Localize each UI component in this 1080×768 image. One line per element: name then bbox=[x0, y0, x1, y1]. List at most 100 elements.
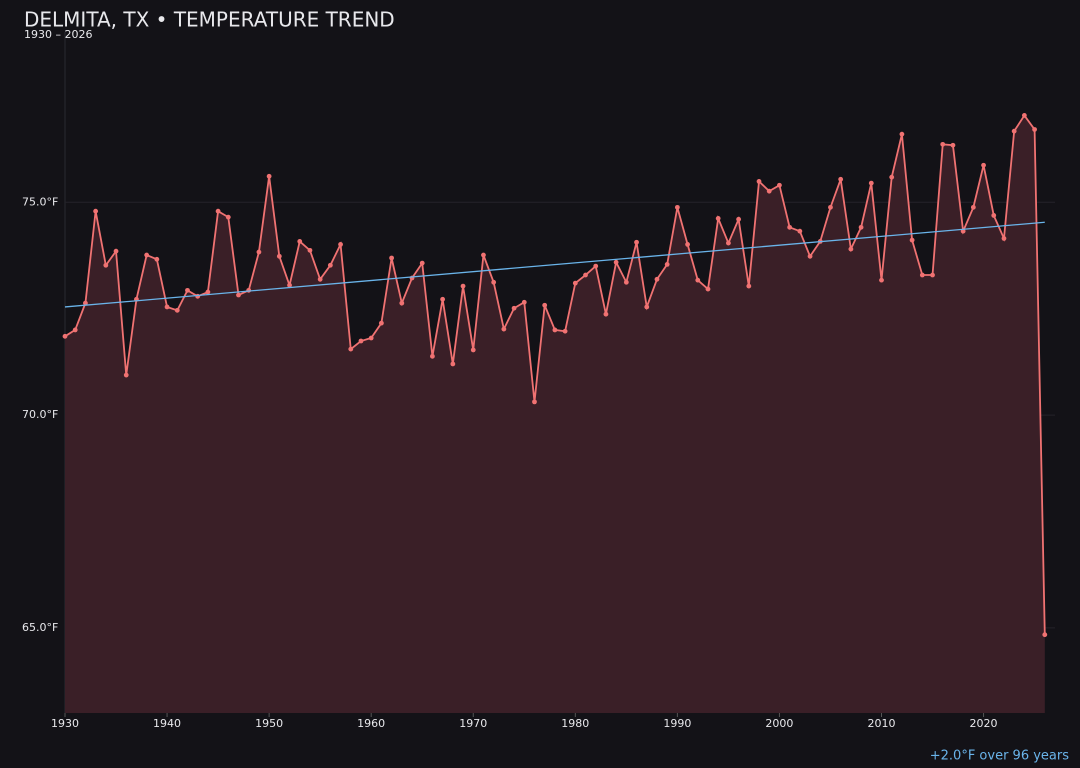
point bbox=[297, 239, 303, 244]
point bbox=[930, 272, 935, 278]
point bbox=[358, 338, 364, 344]
point bbox=[1021, 113, 1027, 118]
point bbox=[726, 240, 731, 246]
point bbox=[266, 173, 272, 179]
point bbox=[950, 142, 956, 148]
point bbox=[909, 237, 915, 243]
x-tick-label: 1960 bbox=[357, 717, 385, 730]
x-tick-label: 2010 bbox=[867, 717, 895, 730]
point bbox=[664, 261, 670, 267]
point bbox=[766, 188, 772, 194]
point bbox=[1042, 632, 1048, 638]
point bbox=[389, 255, 394, 261]
point bbox=[705, 286, 711, 292]
point bbox=[225, 214, 231, 220]
point bbox=[460, 283, 466, 289]
point bbox=[378, 320, 384, 326]
x-tick-label: 2020 bbox=[970, 717, 998, 730]
point bbox=[103, 262, 109, 268]
point bbox=[593, 263, 599, 269]
point bbox=[542, 302, 548, 308]
point bbox=[123, 372, 129, 378]
point bbox=[532, 399, 537, 405]
point bbox=[634, 239, 639, 245]
area bbox=[65, 115, 1045, 714]
point bbox=[919, 272, 925, 278]
point bbox=[317, 276, 323, 282]
point bbox=[603, 311, 609, 317]
point bbox=[62, 333, 68, 339]
x-tick-label: 2000 bbox=[765, 717, 793, 730]
point bbox=[879, 277, 884, 283]
point bbox=[174, 307, 180, 313]
point bbox=[521, 299, 527, 305]
chart-subtitle: 1930 – 2026 bbox=[24, 28, 92, 41]
point bbox=[470, 347, 476, 353]
point bbox=[72, 327, 78, 333]
point bbox=[940, 141, 946, 147]
point bbox=[1032, 127, 1037, 132]
trend-line bbox=[64, 221, 1045, 308]
x-tick-label: 1980 bbox=[561, 717, 589, 730]
point bbox=[746, 283, 752, 289]
point bbox=[858, 224, 864, 230]
point bbox=[572, 280, 578, 286]
point bbox=[287, 282, 292, 288]
point bbox=[991, 213, 997, 218]
point bbox=[1001, 236, 1007, 241]
x-tick-label: 1940 bbox=[153, 717, 181, 730]
point bbox=[970, 204, 976, 210]
point bbox=[154, 256, 160, 262]
point bbox=[185, 287, 190, 293]
point bbox=[501, 326, 507, 332]
point bbox=[450, 361, 456, 367]
point bbox=[399, 300, 405, 306]
point bbox=[327, 262, 333, 268]
point bbox=[113, 248, 119, 254]
point bbox=[613, 259, 619, 265]
point bbox=[777, 182, 782, 188]
point bbox=[654, 276, 660, 282]
point bbox=[195, 293, 201, 299]
point bbox=[787, 224, 793, 230]
point bbox=[899, 131, 905, 137]
point bbox=[848, 246, 854, 252]
point bbox=[440, 296, 446, 302]
point bbox=[307, 247, 313, 253]
point bbox=[348, 346, 354, 352]
y-tick-label: 75.0°F bbox=[22, 195, 58, 208]
point bbox=[256, 249, 262, 255]
x-tick-label: 1970 bbox=[459, 717, 487, 730]
point bbox=[430, 353, 435, 359]
point bbox=[756, 178, 762, 184]
point bbox=[807, 253, 813, 259]
point bbox=[93, 208, 99, 214]
point bbox=[889, 174, 895, 180]
x-tick-label: 1990 bbox=[663, 717, 691, 730]
x-tick-label: 1930 bbox=[51, 717, 79, 730]
point bbox=[736, 216, 742, 222]
point bbox=[674, 204, 680, 210]
y-tick-label: 65.0°F bbox=[22, 621, 58, 634]
point bbox=[236, 292, 241, 298]
point bbox=[644, 304, 650, 310]
point bbox=[828, 204, 833, 210]
point bbox=[491, 279, 497, 285]
point bbox=[685, 241, 690, 247]
point bbox=[368, 335, 374, 341]
point bbox=[276, 253, 282, 259]
point bbox=[562, 328, 568, 334]
trend-annotation: +2.0°F over 96 years bbox=[930, 749, 1069, 764]
point bbox=[981, 162, 986, 168]
point bbox=[868, 180, 874, 186]
point bbox=[797, 228, 803, 234]
point bbox=[838, 176, 844, 182]
point bbox=[1011, 128, 1017, 134]
point bbox=[215, 208, 221, 214]
point bbox=[481, 252, 486, 258]
point bbox=[205, 289, 211, 295]
point bbox=[511, 305, 517, 311]
point bbox=[144, 252, 150, 258]
point bbox=[623, 279, 629, 285]
